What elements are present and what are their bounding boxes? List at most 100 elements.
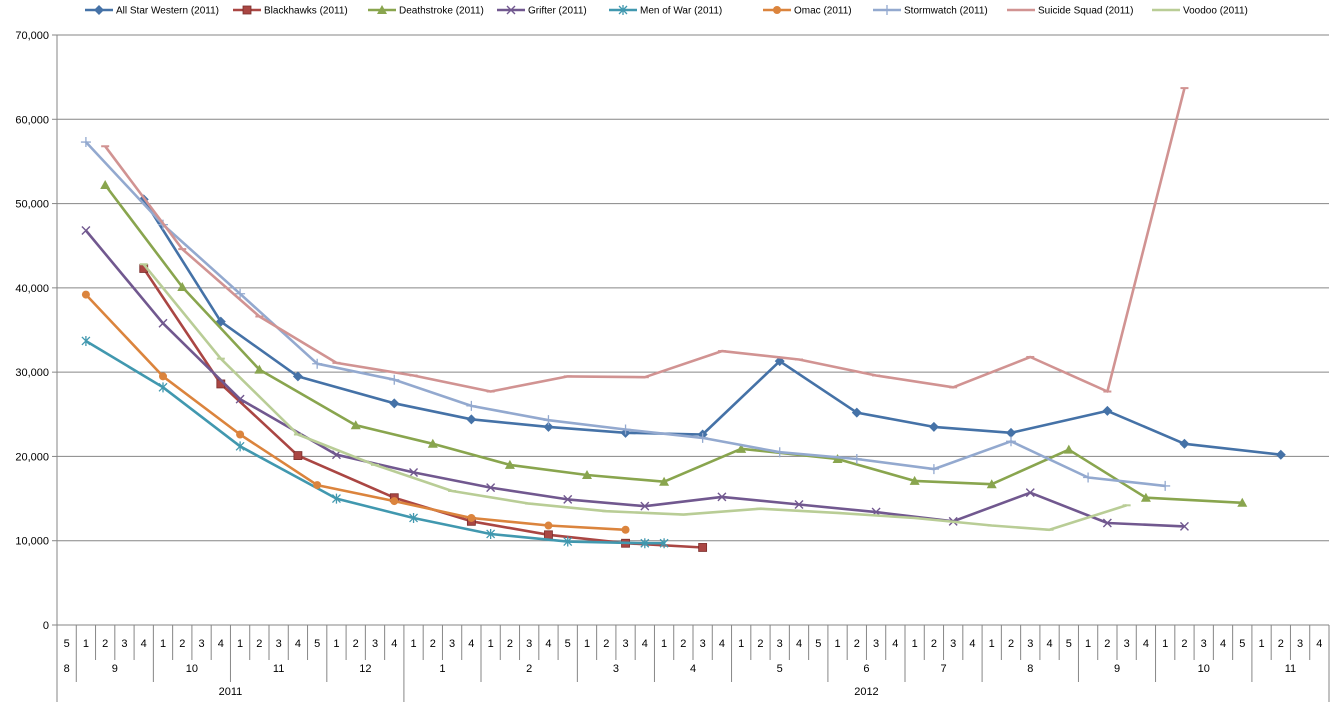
data-point [1160, 480, 1171, 491]
week-tick-label: 2 [256, 638, 262, 650]
data-point [563, 494, 573, 504]
week-tick-label: 3 [950, 638, 956, 650]
legend-item: Blackhawks (2011) [233, 6, 348, 17]
year-tick-label: 2011 [219, 686, 243, 698]
week-tick-label: 3 [1201, 638, 1207, 650]
series-deathstroke-2011 [100, 180, 1248, 507]
week-tick-label: 2 [430, 638, 436, 650]
month-tick-label: 9 [112, 663, 118, 675]
week-tick-label: 4 [1220, 638, 1226, 650]
series-stormwatch-2011 [80, 137, 1171, 491]
data-point [774, 447, 785, 458]
week-tick-label: 1 [1258, 638, 1264, 650]
data-point [81, 226, 91, 236]
week-tick-label: 2 [102, 638, 108, 650]
series-line [142, 263, 1127, 532]
week-tick-label: 3 [1027, 638, 1033, 650]
week-tick-label: 2 [1181, 638, 1187, 650]
week-tick-label: 2 [931, 638, 937, 650]
week-tick-label: 2 [603, 638, 609, 650]
data-point [1006, 427, 1016, 438]
week-tick-label: 5 [1239, 638, 1245, 650]
week-tick-label: 3 [449, 638, 455, 650]
week-tick-label: 1 [989, 638, 995, 650]
y-tick-label: 20,000 [15, 451, 49, 463]
month-tick-label: 6 [863, 663, 869, 675]
legend-item: All Star Western (2011) [85, 5, 219, 17]
week-tick-label: 1 [1162, 638, 1168, 650]
data-point [235, 441, 245, 452]
legend-marker [94, 5, 104, 15]
week-tick-label: 1 [912, 638, 918, 650]
y-tick-label: 0 [43, 620, 49, 632]
data-point [659, 476, 670, 486]
data-point [409, 467, 419, 477]
week-tick-label: 4 [1316, 638, 1322, 650]
legend-label: Stormwatch (2011) [904, 6, 988, 17]
chart-gridlines [57, 34, 1329, 542]
legend-item: Grifter (2011) [497, 6, 587, 17]
week-tick-label: 4 [796, 638, 802, 650]
y-tick-label: 40,000 [15, 283, 49, 295]
legend-label: Men of War (2011) [640, 6, 722, 17]
series-omac-2011 [81, 290, 630, 534]
legend-item: Suicide Squad (2011) [1007, 6, 1133, 17]
week-tick-label: 4 [969, 638, 975, 650]
data-point [1102, 405, 1113, 416]
data-point [235, 288, 246, 299]
data-point [292, 371, 303, 382]
data-point [543, 415, 554, 426]
data-point [1006, 436, 1016, 447]
week-tick-label: 3 [622, 638, 628, 650]
data-point [293, 451, 303, 460]
data-point [1179, 438, 1190, 449]
month-tick-label: 2 [526, 663, 532, 675]
week-tick-label: 4 [892, 638, 898, 650]
data-point [177, 282, 188, 292]
series-suicide-squad-2011 [101, 87, 1189, 393]
week-tick-label: 3 [873, 638, 879, 650]
series-line [85, 339, 665, 545]
week-tick-label: 3 [1297, 638, 1303, 650]
chart-series [80, 87, 1286, 552]
week-tick-label: 3 [700, 638, 706, 650]
data-point [544, 530, 553, 540]
week-tick-label: 4 [545, 638, 551, 650]
month-tick-label: 4 [690, 663, 696, 675]
data-point [1237, 497, 1248, 507]
data-point [486, 483, 496, 493]
legend-item: Men of War (2011) [609, 5, 722, 17]
data-point [80, 137, 91, 148]
series-line [84, 293, 626, 532]
week-tick-label: 4 [1046, 638, 1052, 650]
data-point [1083, 472, 1094, 483]
data-point [409, 512, 419, 523]
data-point [390, 497, 399, 506]
month-tick-label: 8 [64, 663, 70, 675]
week-tick-label: 5 [815, 638, 821, 650]
data-point [1179, 521, 1189, 531]
month-tick-label: 11 [273, 663, 284, 675]
week-tick-label: 1 [738, 638, 744, 650]
data-point [717, 492, 727, 502]
data-point [158, 382, 168, 393]
month-tick-label: 3 [613, 663, 619, 675]
week-tick-label: 4 [1143, 638, 1149, 650]
series-men-of-war-2011 [81, 335, 669, 549]
data-point [621, 525, 630, 534]
data-point [427, 438, 438, 448]
week-tick-label: 1 [661, 638, 667, 650]
data-point [467, 513, 476, 522]
week-tick-label: 1 [83, 638, 89, 650]
chart-legend: All Star Western (2011) Blackhawks (2011)… [85, 5, 1248, 17]
data-point [544, 521, 553, 530]
data-point [851, 453, 862, 464]
month-tick-label: 7 [940, 663, 946, 675]
week-tick-label: 2 [1278, 638, 1284, 650]
series-all-star-western-2011 [138, 194, 1286, 460]
week-tick-label: 1 [237, 638, 243, 650]
data-point [466, 414, 477, 425]
week-tick-label: 1 [1085, 638, 1091, 650]
week-tick-label: 4 [295, 638, 301, 650]
